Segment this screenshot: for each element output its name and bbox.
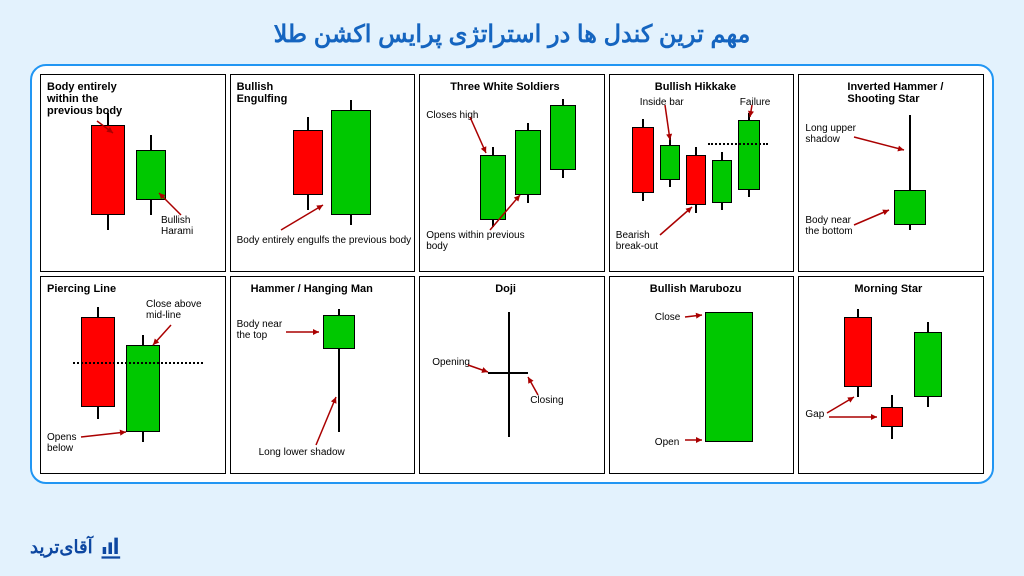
candle-body-bullish [480,155,506,220]
panel-title: Morning Star [854,283,922,295]
candle-body-bullish [550,105,576,170]
arrow-icon [799,277,983,473]
candle-body-bullish [914,332,942,397]
panel-title: Hammer / Hanging Man [251,283,373,295]
annotation-label: Gap [805,409,824,420]
candle-body-bullish [712,160,732,203]
panel-piercing-line: Piercing Line Close above mid-line Opens b… [40,276,226,474]
annotation-label: Long lower shadow [259,447,345,458]
annotation-label: Bearish break-out [616,230,676,252]
dotted-line [73,362,203,364]
arrow-icon [799,277,983,473]
panel-bullish-engulfing: Bullish Engulfing Body entirely engulfs t… [230,74,416,272]
panel-three-white-soldiers: Three White Soldiers Closes high Opens wit… [419,74,605,272]
panel-title: Three White Soldiers [450,81,559,93]
annotation-label: Body near the bottom [805,215,865,237]
doji-cross [488,372,528,374]
candle-body-bearish [293,130,323,195]
panel-bullish-hikkake: Bullish Hikkake Inside bar Failure Bearish … [609,74,795,272]
panel-title: Doji [495,283,516,295]
panel-sublabel: Body entirely engulfs the previous body [237,235,412,246]
annotation-label: Opens below [47,432,87,454]
arrow-icon [231,277,415,473]
doji-wick [508,312,510,437]
panel-title: Inverted Hammer / Shooting Star [847,81,967,105]
panel-inverted-hammer: Inverted Hammer / Shooting Star Long uppe… [798,74,984,272]
brand-logo: آقای‌ترید [30,533,126,561]
candle-body-bearish [632,127,654,193]
arrow-icon [420,277,604,473]
candle-body-bullish [331,110,371,215]
panel-hammer: Hammer / Hanging Man Body near the top Lon… [230,276,416,474]
candle-body-bearish [844,317,872,387]
candle-body-bullish [515,130,541,195]
arrow-icon [420,277,604,473]
arrow-icon [610,277,794,473]
candle-body-bearish [91,125,125,215]
annotation-label: Close above mid-line [146,299,216,321]
arrow-icon [231,277,415,473]
panel-sublabel: Bullish Harami [161,215,225,237]
annotation-label: Opening [432,357,470,368]
annotation-label: Open [655,437,679,448]
page-title: مهم ترین کندل ها در استراتژی پرایس اکشن … [0,0,1024,64]
logo-text: آقای‌ترید [30,537,93,558]
candle-body-bullish [894,190,926,225]
panel-title: Bullish Hikkake [655,81,736,93]
candle-body-bearish [686,155,706,205]
annotation-label: Closing [530,395,563,406]
candle-body-bullish [136,150,166,200]
annotation-label: Closes high [426,110,478,121]
panel-bullish-harami: Body entirely within the previous body Bu… [40,74,226,272]
candle-body-bullish [660,145,680,180]
annotation-label: Opens within previous body [426,230,536,252]
panels-container: Body entirely within the previous body Bu… [30,64,994,484]
panel-title: Body entirely within the previous body [47,81,137,117]
candle-body-bearish [881,407,903,427]
annotation-label: Long upper shadow [805,123,865,145]
panel-title: Bullish Marubozu [650,283,742,295]
panel-morning-star: Morning Star Gap [798,276,984,474]
candle-body-bullish [323,315,355,349]
candle-body-bullish [705,312,753,442]
dotted-line [708,143,768,145]
annotation-label: Close [655,312,681,323]
panel-title: Piercing Line [47,283,116,295]
panel-doji: Doji Opening Closing [419,276,605,474]
candle-body-bullish [126,345,160,432]
panel-bullish-marubozu: Bullish Marubozu Close Open [609,276,795,474]
panel-title: Bullish Engulfing [237,81,287,105]
annotation-label: Failure [740,97,771,108]
annotation-label: Body near the top [237,319,292,341]
logo-icon [98,533,126,561]
annotation-label: Inside bar [640,97,684,108]
candle-body-bullish [738,120,760,190]
arrow-icon [610,277,794,473]
